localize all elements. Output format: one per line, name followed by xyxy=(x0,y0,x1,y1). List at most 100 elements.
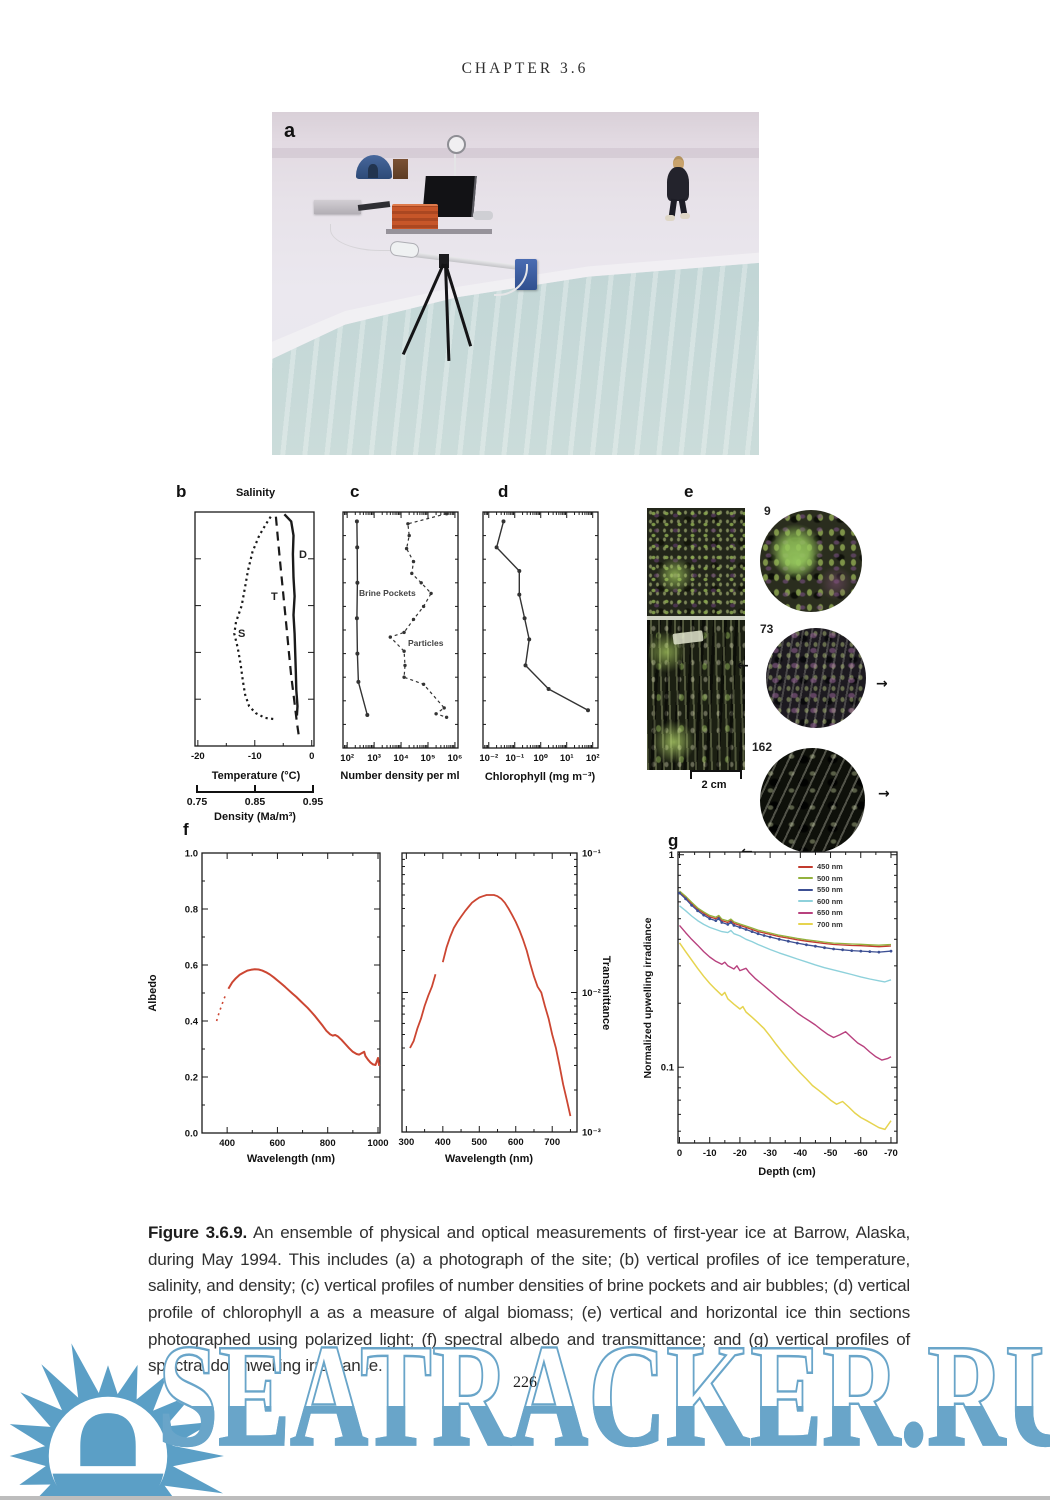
panel-b-label: b xyxy=(176,482,187,501)
svg-text:10⁰: 10⁰ xyxy=(533,753,548,764)
legend-swatch xyxy=(798,900,813,903)
svg-text:10²: 10² xyxy=(586,753,600,764)
svg-text:-30: -30 xyxy=(763,1148,777,1159)
svg-text:-50: -50 xyxy=(824,1148,838,1159)
panel-d-label: d xyxy=(498,482,509,501)
legend-label: 700 nm xyxy=(817,919,843,929)
svg-text:0.4: 0.4 xyxy=(185,1017,199,1028)
thin-section-circle-73 xyxy=(766,628,866,728)
thin-section-depth-9: 9 xyxy=(764,504,771,518)
brown-box xyxy=(393,159,408,179)
svg-text:700: 700 xyxy=(544,1137,560,1148)
svg-text:1: 1 xyxy=(669,850,675,861)
person-boot-left xyxy=(665,215,675,221)
figure-caption-label: Figure 3.6.9. xyxy=(148,1223,247,1242)
watermark-text: SEATRACKER.RU xyxy=(157,1321,1050,1470)
legend-label: 550 nm xyxy=(817,885,843,895)
svg-text:10⁴: 10⁴ xyxy=(393,753,409,764)
curve-label-S: S xyxy=(238,628,246,640)
panel-c-label: c xyxy=(350,482,360,501)
svg-text:0.1: 0.1 xyxy=(661,1063,675,1074)
svg-text:300: 300 xyxy=(398,1137,414,1148)
person-head xyxy=(673,156,684,171)
panel-f-label: f xyxy=(183,820,189,839)
figure-caption: Figure 3.6.9. An ensemble of physical an… xyxy=(148,1220,910,1380)
svg-text:-40: -40 xyxy=(793,1148,807,1159)
mast-disc xyxy=(447,135,466,154)
svg-text:10⁶: 10⁶ xyxy=(447,753,462,764)
svg-text:0.8: 0.8 xyxy=(185,905,198,916)
sun-logo xyxy=(9,1343,224,1500)
density-axis-tick xyxy=(196,785,198,791)
tripod-head xyxy=(439,254,449,268)
svg-text:500: 500 xyxy=(471,1137,487,1148)
svg-text:10⁻¹: 10⁻¹ xyxy=(582,849,601,860)
svg-text:0: 0 xyxy=(677,1148,682,1159)
density-tick-label: 0.85 xyxy=(244,796,266,808)
horizon-band xyxy=(272,148,759,158)
legend-item: 450 nm xyxy=(798,861,843,873)
wavelength-legend: 450 nm 500 nm 550 nm 600 nm 650 nm 700 nm xyxy=(798,861,843,930)
svg-text:10⁻³: 10⁻³ xyxy=(582,1128,601,1139)
label-chip xyxy=(672,630,704,645)
svg-text:-60: -60 xyxy=(854,1148,868,1159)
orange-case xyxy=(392,204,438,232)
svg-text:10³: 10³ xyxy=(367,753,381,764)
panel-g-xlabel: Depth (cm) xyxy=(758,1166,816,1178)
svg-text:-20: -20 xyxy=(733,1148,747,1159)
thin-section-depth-162: 162 xyxy=(752,740,773,754)
panel-c-xlabel: Number density per ml xyxy=(340,770,460,782)
svg-text:0.0: 0.0 xyxy=(185,1129,198,1140)
ice-core-section-lower xyxy=(647,620,745,770)
panel-a-photo: a xyxy=(272,112,759,455)
panel-a-label: a xyxy=(284,120,296,142)
svg-text:10⁻¹: 10⁻¹ xyxy=(505,753,524,764)
sensor-head xyxy=(389,240,420,259)
legend-swatch xyxy=(798,911,813,914)
profile-chart-temperature-salinity-density: -20 -10 0 xyxy=(191,511,315,762)
panel-e-label: e xyxy=(684,482,694,501)
svg-text:-10: -10 xyxy=(248,751,262,762)
legend-label: 450 nm xyxy=(817,862,843,872)
tent-door xyxy=(368,164,378,178)
person-boot-right xyxy=(680,213,690,219)
svg-text:10⁻²: 10⁻² xyxy=(479,753,498,764)
svg-text:-70: -70 xyxy=(884,1148,898,1159)
svg-text:600: 600 xyxy=(269,1138,285,1149)
svg-text:0.2: 0.2 xyxy=(185,1073,198,1084)
scale-bar-label: 2 cm xyxy=(701,779,727,791)
svg-text:10¹: 10¹ xyxy=(560,753,574,764)
panel-f-xlabel-left: Wavelength (nm) xyxy=(246,1153,336,1165)
annotation-particles: Particles xyxy=(408,638,444,648)
density-axis-line xyxy=(196,791,314,793)
profile-chart-chlorophyll: 10⁻² 10⁻¹ 10⁰ 10¹ 10² xyxy=(479,511,600,764)
algae-patch xyxy=(774,540,818,580)
svg-text:600: 600 xyxy=(508,1137,524,1148)
svg-text:400: 400 xyxy=(435,1137,451,1148)
legend-label: 500 nm xyxy=(817,873,843,883)
screen-bottom-edge xyxy=(0,1496,1050,1500)
panel-b-title: Salinity xyxy=(235,487,276,499)
upwelling-irradiance-chart: 0 -10 -20 -30 -40 -50 -60 -70 1 0.1 xyxy=(661,850,898,1159)
curve-label-D: D xyxy=(299,549,307,561)
ice-core-section-upper xyxy=(647,508,745,616)
gray-bench xyxy=(314,200,361,214)
svg-text:1000: 1000 xyxy=(367,1138,388,1149)
legend-swatch xyxy=(798,923,813,926)
panel-g-label: g xyxy=(668,831,679,850)
legend-item: 700 nm xyxy=(798,919,843,931)
chapter-header: CHAPTER 3.6 xyxy=(461,60,589,77)
svg-text:0: 0 xyxy=(309,751,314,762)
core-break-line xyxy=(647,616,745,620)
svg-text:1.0: 1.0 xyxy=(185,849,198,860)
density-tick-label: 0.95 xyxy=(302,796,324,808)
cable xyxy=(330,224,393,251)
algae-patch xyxy=(655,558,695,592)
arrow-right-icon: → xyxy=(878,786,890,802)
legend-item: 650 nm xyxy=(798,907,843,919)
person-leg-left xyxy=(668,198,678,217)
svg-text:400: 400 xyxy=(219,1138,235,1149)
legend-swatch xyxy=(798,865,813,868)
panel-d-xlabel: Chlorophyll (mg m⁻³) xyxy=(484,771,596,783)
thin-section-circle-9 xyxy=(760,510,862,612)
